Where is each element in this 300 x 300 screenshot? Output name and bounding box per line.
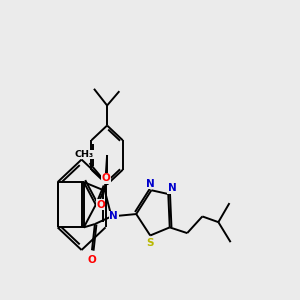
Text: O: O (96, 200, 105, 210)
Text: N: N (110, 212, 118, 221)
Text: N: N (168, 183, 176, 193)
Text: N: N (146, 178, 154, 189)
Text: O: O (88, 255, 96, 265)
Text: S: S (146, 238, 153, 248)
Text: CH₃: CH₃ (75, 150, 94, 159)
Text: O: O (101, 173, 110, 183)
